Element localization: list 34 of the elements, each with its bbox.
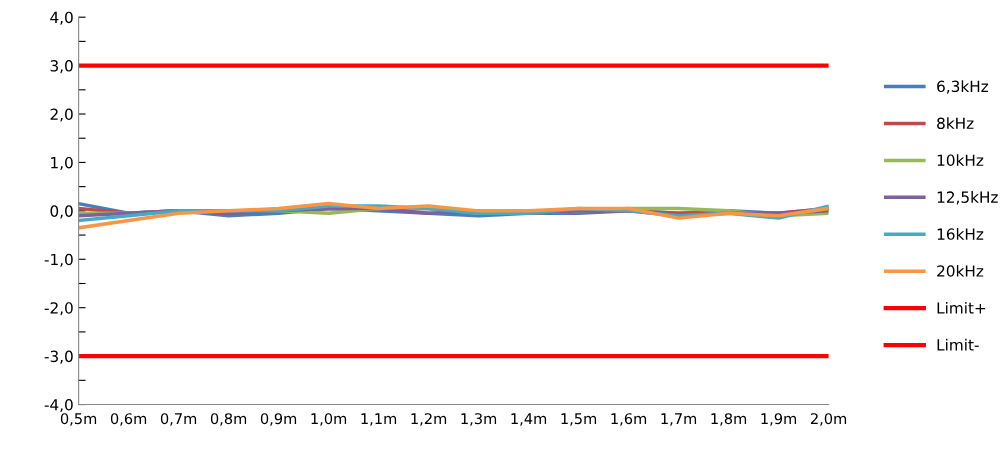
x-tick-label: 1,6m [611, 413, 647, 426]
x-tick-label: 1,8m [711, 413, 747, 426]
legend-label: 20kHz [937, 264, 984, 277]
legend-label: 10kHz [937, 154, 984, 166]
x-tick-label: 1,7m [661, 413, 697, 426]
y-tick-label: 1,0 [51, 156, 73, 171]
y-tick-label: 2,0 [50, 108, 73, 122]
y-tick-label: 0,0 [50, 205, 73, 219]
y-tick-label: -2,0 [44, 302, 73, 316]
x-tick-label: 1,0m [311, 413, 347, 426]
legend-label: 8kHz [937, 117, 974, 130]
y-tick-label: 3,0 [50, 60, 73, 74]
x-tick-label: 1,4m [511, 413, 547, 426]
x-tick-label: 0,6m [110, 413, 147, 426]
x-tick-label: 0,9m [260, 413, 297, 426]
legend-label: 16kHz [937, 228, 984, 240]
y-tick-label: -4,0 [44, 399, 73, 413]
x-tick-label: 0,7m [160, 413, 197, 426]
x-tick-label: 0,5m [60, 413, 97, 426]
legend-label: 12,5kHz [937, 191, 998, 205]
legend-label: Limit- [937, 338, 979, 351]
y-tick-label: -1,0 [44, 253, 73, 267]
legend-label: Limit+ [937, 301, 986, 314]
x-tick-label: 1,9m [761, 413, 797, 426]
x-tick-label: 1,3m [461, 413, 497, 426]
x-tick-label: 0,8m [210, 413, 247, 426]
x-tick-label: 2,0m [810, 413, 847, 426]
legend-label: 6,3kHz [937, 80, 989, 94]
y-tick-label: -3,0 [44, 350, 73, 364]
x-tick-label: 1,2m [411, 413, 447, 426]
x-tick-label: 1,1m [361, 413, 397, 426]
x-tick-label: 1,5m [561, 413, 597, 426]
y-tick-label: 4,0 [50, 11, 73, 25]
line-series [78, 201, 829, 230]
